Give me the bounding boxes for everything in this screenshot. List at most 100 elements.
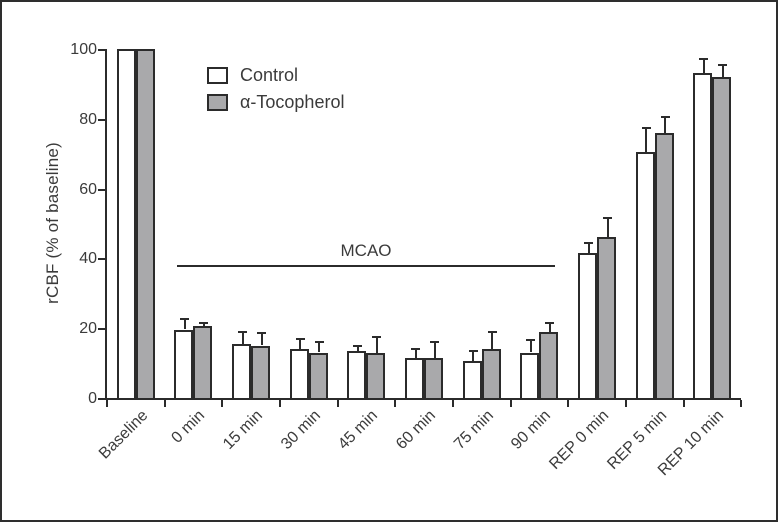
x-tick-label: 75 min: [451, 407, 498, 453]
y-tick: [98, 119, 105, 121]
y-tick-label: 40: [79, 250, 97, 267]
x-tick: [510, 400, 512, 407]
error-bar-stem: [472, 351, 474, 361]
x-tick-label: 60 min: [393, 407, 440, 453]
bar: [405, 358, 424, 398]
bar: [463, 361, 482, 398]
error-bar-cap: [469, 350, 478, 352]
y-axis-line: [105, 49, 107, 400]
bar: [232, 344, 251, 398]
x-tick: [279, 400, 281, 407]
x-tick-label: 90 min: [508, 407, 555, 453]
x-tick: [164, 400, 166, 407]
error-bar-stem: [415, 349, 417, 358]
error-bar-cap: [411, 348, 420, 350]
error-bar-stem: [261, 333, 263, 345]
legend-item-tocopherol: α-Tocopherol: [207, 92, 344, 113]
error-bar-cap: [526, 339, 535, 341]
error-bar-stem: [491, 332, 493, 349]
error-bar-cap: [257, 332, 266, 334]
bar: [290, 349, 309, 398]
bar: [520, 353, 539, 398]
error-bar-cap: [718, 64, 727, 66]
x-tick: [567, 400, 569, 407]
bar: [655, 133, 674, 398]
bar: [693, 73, 712, 398]
bar: [347, 351, 366, 398]
error-bar-stem: [722, 65, 724, 77]
error-bar-stem: [376, 337, 378, 353]
error-bar-cap: [661, 116, 670, 118]
x-tick-label: Baseline: [95, 407, 152, 463]
x-tick: [740, 400, 742, 407]
error-bar-cap: [584, 242, 593, 244]
error-bar-cap: [315, 341, 324, 343]
y-axis-title: rCBF (% of baseline): [43, 142, 62, 304]
x-tick-label: 30 min: [278, 407, 325, 453]
y-tick: [98, 328, 105, 330]
error-bar-cap: [699, 58, 708, 60]
x-tick: [452, 400, 454, 407]
error-bar-stem: [703, 59, 705, 73]
y-tick-label: 0: [88, 390, 97, 407]
error-bar-cap: [603, 217, 612, 219]
legend: Control α-Tocopherol: [207, 65, 344, 113]
legend-label-tocopherol: α-Tocopherol: [240, 92, 345, 112]
bar: [578, 253, 597, 398]
error-bar-stem: [588, 243, 590, 253]
x-tick-label: 0 min: [168, 407, 209, 447]
error-bar-cap: [372, 336, 381, 338]
bar: [136, 49, 155, 398]
y-tick-label: 20: [79, 320, 97, 337]
error-bar-cap: [545, 322, 554, 324]
bar: [539, 332, 558, 398]
error-bar-cap: [642, 127, 651, 129]
error-bar-stem: [645, 128, 647, 152]
x-tick: [683, 400, 685, 407]
error-bar-stem: [184, 319, 186, 329]
y-tick-label: 80: [79, 111, 97, 128]
error-bar-stem: [299, 339, 301, 349]
error-bar-cap: [296, 338, 305, 340]
error-bar-cap: [180, 318, 189, 320]
error-bar-stem: [549, 323, 551, 332]
bar: [309, 353, 328, 398]
y-tick: [98, 398, 105, 400]
x-tick: [394, 400, 396, 407]
x-tick: [625, 400, 627, 407]
error-bar-stem: [242, 332, 244, 344]
error-bar-stem: [607, 218, 609, 237]
x-tick: [221, 400, 223, 407]
x-tick-label: REP 0 min: [546, 407, 613, 473]
bar: [482, 349, 501, 398]
y-tick-label: 100: [70, 41, 97, 58]
y-tick: [98, 49, 105, 51]
bar: [174, 330, 193, 398]
error-bar-cap: [488, 331, 497, 333]
error-bar-cap: [353, 345, 362, 347]
error-bar-stem: [318, 342, 320, 352]
legend-swatch-tocopherol: [207, 94, 228, 111]
legend-label-control: Control: [240, 65, 299, 85]
legend-item-control: Control: [207, 65, 344, 86]
mcao-span-line: [177, 265, 555, 267]
error-bar-stem: [434, 342, 436, 358]
error-bar-stem: [530, 340, 532, 352]
error-bar-stem: [664, 117, 666, 133]
x-tick-label: 15 min: [220, 407, 267, 453]
bar: [366, 353, 385, 398]
bar: [712, 77, 731, 398]
mcao-annotation-label: MCAO: [340, 241, 392, 260]
legend-swatch-control: [207, 67, 228, 84]
bar: [636, 152, 655, 398]
error-bar-cap: [238, 331, 247, 333]
x-tick: [106, 400, 108, 407]
error-bar-cap: [199, 322, 208, 324]
bar: [597, 237, 616, 398]
bar: [193, 326, 212, 398]
error-bar-stem: [203, 323, 205, 326]
x-axis-line: [105, 398, 741, 400]
bar: [117, 49, 136, 398]
